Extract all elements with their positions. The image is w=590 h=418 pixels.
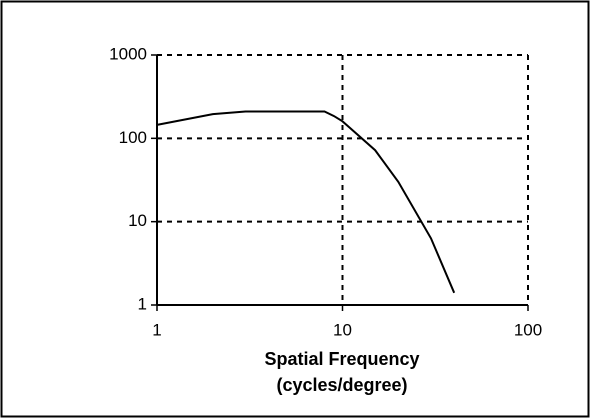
y-tick-label: 1000 — [109, 44, 147, 63]
x-axis-label: (cycles/degree) — [276, 375, 407, 395]
x-tick-label: 10 — [333, 320, 352, 339]
y-tick-label: 1 — [138, 294, 147, 313]
data-line — [156, 110, 456, 294]
x-axis-label: Spatial Frequency — [264, 349, 419, 369]
x-tick-label: 100 — [514, 320, 542, 339]
x-tick-label: 1 — [152, 320, 161, 339]
y-tick-label: 10 — [128, 211, 147, 230]
y-tick-label: 100 — [119, 128, 147, 147]
